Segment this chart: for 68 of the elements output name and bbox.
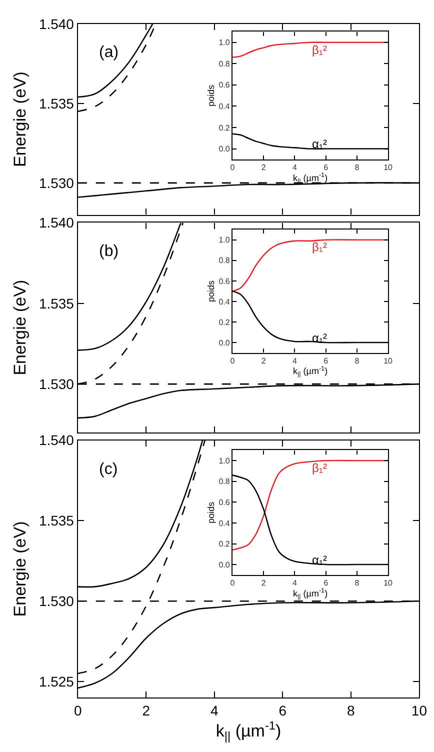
x-tick-label: 8 [354,356,360,366]
y-tick-label: 0.0 [218,144,230,154]
x-tick-label: 2 [261,356,266,366]
y-tick-label: 1.540 [38,214,74,231]
y-axis-title: Energie (eV) [10,280,30,376]
x-tick-label: 2 [261,163,266,172]
annotation: β₁² [312,240,327,254]
annotation: (a) [99,44,119,61]
x-tick-label: 2 [142,702,150,719]
y-tick-label: 1.530 [38,174,74,191]
y-tick-label: 0.4 [218,518,230,528]
x-tick-label: 4 [292,578,298,588]
x-tick-label: 0 [74,702,82,719]
x-tick-label: 6 [324,356,329,366]
x-tick-label: 4 [292,356,298,366]
y-tick-label: 0.2 [218,540,230,549]
x-tick-label: 2 [261,578,266,588]
y-tick-label: 0.6 [218,276,230,286]
y-tick-label: 0.8 [218,477,230,486]
y-tick-label: 1.0 [218,456,230,466]
y-tick-label: 1.0 [218,38,230,48]
y-tick-label: 0.6 [218,80,230,90]
y-tick-label: 1.0 [218,236,230,245]
x-tick-label: 4 [210,702,219,719]
x-tick-label: 6 [324,163,329,172]
y-tick-label: 0.8 [218,256,230,266]
y-axis-title: Energie (eV) [10,72,30,168]
y-tick-label: 1.535 [38,512,74,529]
annotation: β₁² [312,43,327,57]
x-tick-label: 6 [278,702,287,719]
x-tick-label: 0 [230,578,236,588]
y-tick-label: 0.2 [218,123,230,132]
y-axis-title: poids [206,84,216,106]
annotation: (b) [99,243,119,260]
y-tick-label: 0.0 [218,338,230,348]
y-tick-label: 0.4 [218,297,230,306]
x-tick-label: 8 [354,578,360,588]
y-axis-title: poids [206,501,216,524]
x-axis-title: k$_{||}$ (µm$^{-1}$) [216,718,282,744]
x-tick-label: 10 [411,702,428,719]
x-tick-label: 0 [230,356,236,366]
x-tick-label: 8 [354,163,360,172]
x-tick-label: 8 [347,702,356,719]
x-axis-title: k$_{||}$ (µm$^{-1}$) [293,588,328,600]
y-tick-label: 0.2 [218,318,230,327]
y-tick-label: 1.535 [38,295,74,312]
x-tick-label: 10 [384,578,394,588]
y-tick-label: 1.525 [38,673,74,690]
y-tick-label: 0.0 [218,560,230,570]
annotation: α₁² [312,137,327,151]
x-tick-label: 4 [292,163,298,172]
y-axis-title: Energie (eV) [10,521,30,617]
x-axis-title: k$_{||}$ (µm$^{-1}$) [293,365,328,378]
y-tick-label: 0.4 [218,102,230,112]
x-tick-label: 10 [384,163,394,172]
y-axis-title: poids [206,280,216,302]
y-tick-label: 0.8 [218,59,230,68]
x-tick-label: 6 [324,578,329,588]
y-tick-label: 1.535 [38,95,74,112]
x-tick-label: 0 [230,163,236,172]
y-tick-label: 1.540 [38,432,74,448]
y-tick-label: 1.540 [38,16,74,32]
annotation: β₁² [312,461,327,475]
y-tick-label: 0.6 [218,498,230,507]
annotation: (c) [99,461,118,478]
x-tick-label: 10 [384,356,394,366]
y-tick-label: 1.530 [38,376,74,392]
y-tick-label: 1.530 [38,593,74,610]
